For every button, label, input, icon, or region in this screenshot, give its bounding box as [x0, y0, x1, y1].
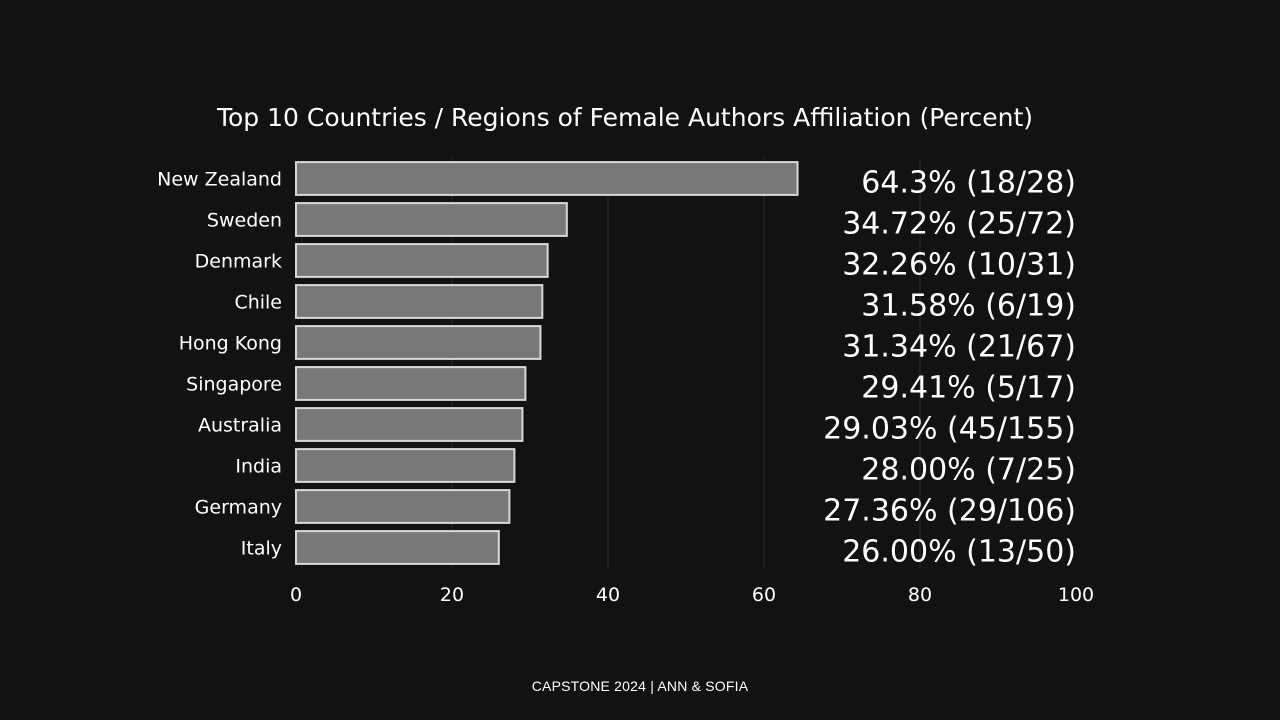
x-tick-label: 100 — [1058, 584, 1094, 606]
chart-title: Top 10 Countries / Regions of Female Aut… — [216, 103, 1033, 132]
value-label: 31.34% (21/67) — [842, 330, 1076, 365]
x-tick-label: 0 — [290, 584, 302, 606]
category-label: Australia — [198, 415, 282, 437]
value-label: 32.26% (10/31) — [842, 248, 1076, 283]
value-label: 31.58% (6/19) — [861, 289, 1076, 324]
bar — [295, 161, 799, 196]
category-label: Denmark — [195, 251, 282, 273]
bar — [295, 448, 516, 483]
footer-text: CAPSTONE 2024 | ANN & SOFIA — [531, 678, 749, 694]
value-label: 26.00% (13/50) — [842, 535, 1076, 570]
bar — [295, 202, 568, 237]
category-labels: New Zealand Sweden Denmark Chile Hong Kong Si… — [157, 169, 282, 560]
x-axis-ticks: 0 20 40 60 80 100 — [290, 584, 1094, 606]
bars — [295, 161, 799, 565]
category-label: India — [235, 456, 282, 478]
category-label: Sweden — [207, 210, 282, 232]
value-label: 27.36% (29/106) — [823, 494, 1076, 529]
value-labels: 64.3% (18/28) 34.72% (25/72) 32.26% (10/31… — [823, 166, 1076, 570]
category-label: New Zealand — [157, 169, 282, 191]
bar — [295, 366, 527, 401]
value-label: 64.3% (18/28) — [861, 166, 1076, 201]
bar — [295, 530, 500, 565]
value-label: 34.72% (25/72) — [842, 207, 1076, 242]
category-label: Italy — [241, 538, 282, 560]
category-label: Singapore — [186, 374, 282, 396]
bar — [295, 325, 542, 360]
value-label: 29.03% (45/155) — [823, 412, 1076, 447]
category-label: Chile — [234, 292, 282, 314]
category-label: Germany — [195, 497, 282, 519]
value-label: 28.00% (7/25) — [861, 453, 1076, 488]
value-label: 29.41% (5/17) — [861, 371, 1076, 406]
x-tick-label: 80 — [908, 584, 932, 606]
bar — [295, 407, 524, 442]
x-tick-label: 40 — [596, 584, 620, 606]
x-tick-label: 20 — [440, 584, 464, 606]
x-tick-label: 60 — [752, 584, 776, 606]
bar — [295, 489, 511, 524]
bar — [295, 284, 544, 319]
category-label: Hong Kong — [179, 333, 282, 355]
bar — [295, 243, 549, 278]
